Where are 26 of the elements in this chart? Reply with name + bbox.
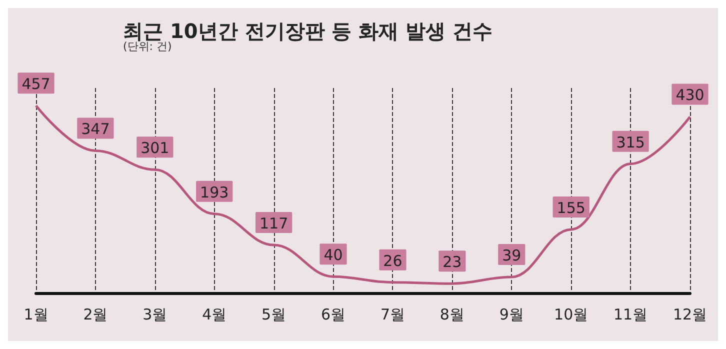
data-label: 347: [81, 120, 110, 138]
data-label: 193: [200, 183, 229, 202]
data-label: 40: [324, 246, 343, 264]
x-tick-label: 5월: [262, 306, 286, 324]
x-tick-label: 6월: [321, 306, 346, 324]
data-label: 23: [442, 253, 462, 272]
x-tick-label: 11월: [614, 306, 648, 324]
x-tick-label: 9월: [499, 306, 524, 324]
data-label: 430: [676, 86, 704, 104]
x-tick-label: 10월: [554, 306, 588, 324]
x-tick-label: 1월: [24, 306, 48, 324]
chart-subtitle: (단위: 건): [123, 40, 172, 53]
chart-title: 최근 10년간 전기장판 등 화재 발생 건수: [123, 19, 493, 43]
x-tick-label: 12월: [672, 306, 708, 324]
x-tick-label: 4월: [202, 306, 227, 324]
data-label: 39: [502, 246, 522, 265]
data-label: 155: [556, 198, 586, 217]
x-tick-label: 7월: [380, 306, 405, 324]
data-label: 457: [22, 75, 50, 94]
data-label: 117: [260, 214, 288, 233]
data-label: 315: [616, 133, 645, 152]
x-tick-label: 3월: [142, 306, 168, 324]
x-tick-label: 8월: [440, 306, 464, 324]
x-tick-label: 2월: [83, 306, 108, 324]
data-label: 301: [140, 139, 170, 158]
data-label: 26: [383, 252, 402, 270]
